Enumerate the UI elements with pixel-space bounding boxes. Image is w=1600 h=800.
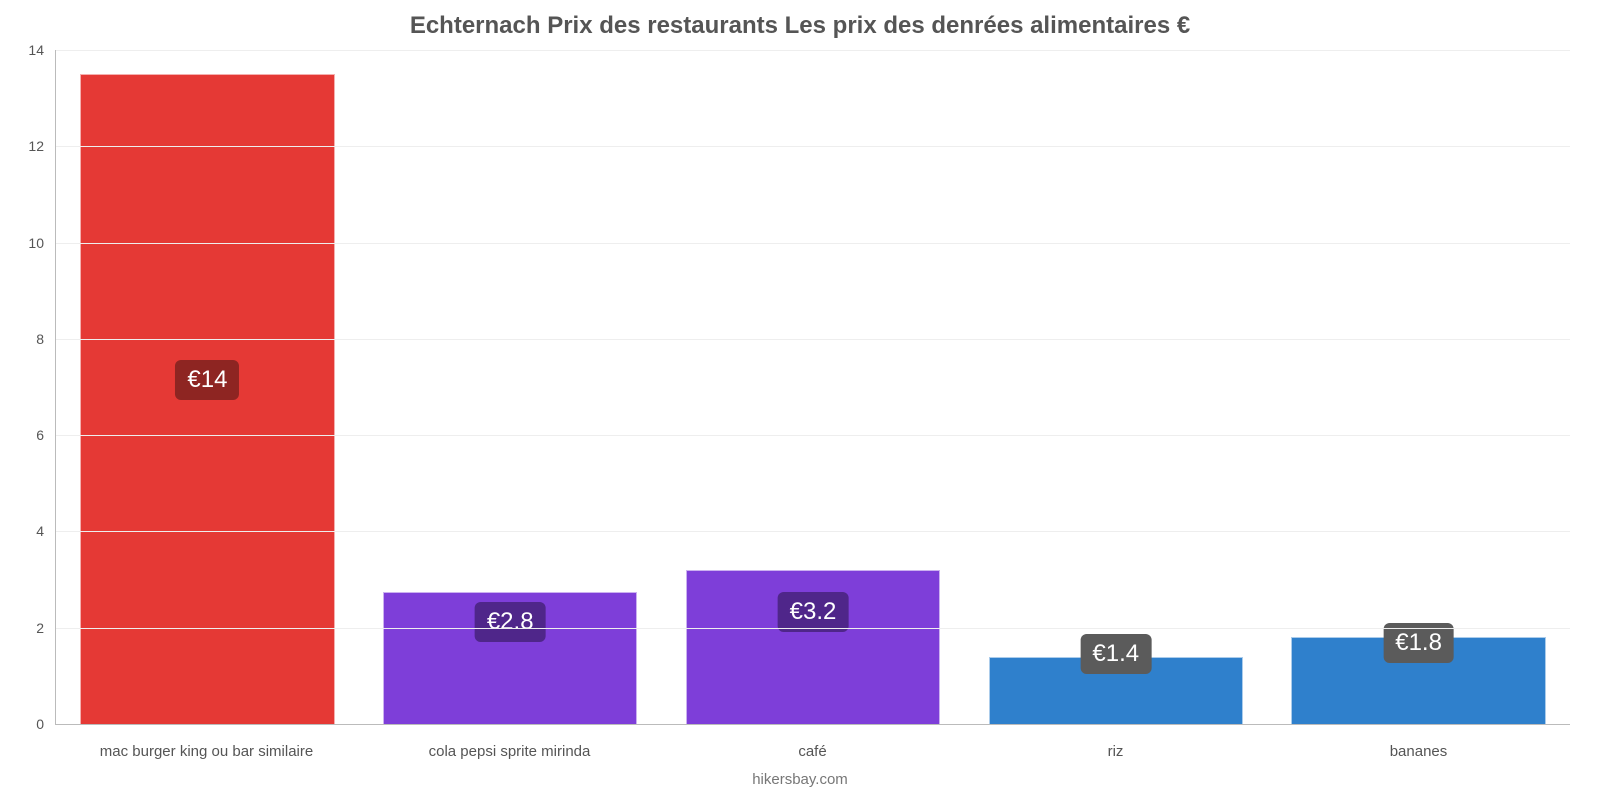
x-axis-labels: mac burger king ou bar similairecola pep… [55,743,1570,760]
bar-value-badge: €2.8 [475,602,546,642]
gridline [56,50,1570,51]
gridline [56,339,1570,340]
y-tick-label: 0 [36,716,56,732]
gridline [56,435,1570,436]
price-bar-chart: Echternach Prix des restaurants Les prix… [0,0,1600,800]
x-axis-label: bananes [1267,743,1570,760]
gridline [56,243,1570,244]
bar-slot: €1.4 [964,50,1267,724]
y-tick-label: 6 [36,427,56,443]
chart-title: Echternach Prix des restaurants Les prix… [0,12,1600,40]
bar: €1.4 [989,657,1243,724]
bar-slot: €3.2 [662,50,965,724]
bar-value-badge: €1.4 [1080,634,1151,674]
gridline [56,628,1570,629]
bar-slot: €2.8 [359,50,662,724]
bar: €14 [80,74,334,724]
bar-slot: €14 [56,50,359,724]
chart-footer: hikersbay.com [0,771,1600,788]
bar: €3.2 [686,570,940,724]
bar-value-badge: €14 [175,360,239,400]
y-tick-label: 14 [28,42,56,58]
y-tick-label: 10 [28,235,56,251]
bar-value-badge: €3.2 [778,592,849,632]
bar: €2.8 [383,592,637,724]
gridline [56,531,1570,532]
y-tick-label: 4 [36,523,56,539]
y-tick-label: 2 [36,620,56,636]
plot-area: €14€2.8€3.2€1.4€1.8 02468101214 [55,50,1570,725]
bar: €1.8 [1291,637,1545,724]
y-tick-label: 12 [28,138,56,154]
x-axis-label: mac burger king ou bar similaire [55,743,358,760]
x-axis-label: riz [964,743,1267,760]
x-axis-label: café [661,743,964,760]
bars-row: €14 €2.8 €3.2 €1.4 €1.8 [56,50,1570,724]
bar-slot: €1.8 [1267,50,1570,724]
x-axis-label: cola pepsi sprite mirinda [358,743,661,760]
y-tick-label: 8 [36,331,56,347]
gridline [56,146,1570,147]
